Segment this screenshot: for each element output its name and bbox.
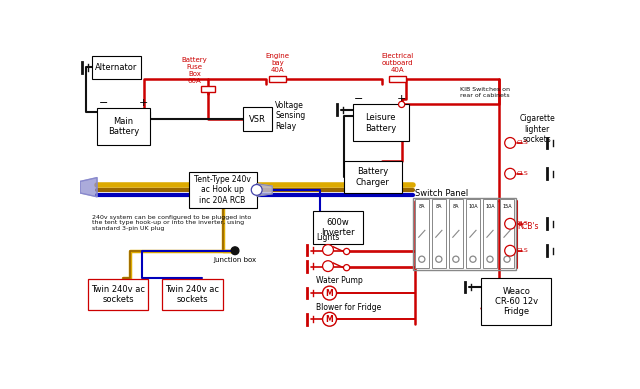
Text: Switch Panel: Switch Panel (415, 189, 468, 198)
Text: M: M (326, 289, 333, 298)
Text: Cigarette
lighter
sockets: Cigarette lighter sockets (520, 114, 555, 144)
Circle shape (436, 256, 442, 262)
Bar (413, 198, 516, 270)
Text: VSR: VSR (249, 114, 266, 124)
Circle shape (231, 247, 239, 254)
Circle shape (323, 286, 337, 300)
Text: Lights: Lights (316, 233, 340, 242)
Bar (162, 279, 223, 310)
Text: Battery
Fuse
Box
60A: Battery Fuse Box 60A (182, 58, 207, 84)
Circle shape (505, 218, 516, 229)
Text: Voltage
Sensing
Relay: Voltage Sensing Relay (275, 101, 305, 131)
Circle shape (487, 256, 493, 262)
Text: Engine
bay
40A: Engine bay 40A (266, 53, 290, 73)
Text: Junction box: Junction box (213, 257, 257, 263)
Text: CLS: CLS (516, 171, 528, 176)
Circle shape (323, 312, 337, 326)
Polygon shape (257, 184, 272, 196)
Text: Electrical
outboard
40A: Electrical outboard 40A (381, 53, 414, 73)
Bar (466, 199, 480, 268)
Bar (88, 279, 148, 310)
Circle shape (505, 138, 516, 148)
Text: Alternator: Alternator (95, 63, 138, 72)
Text: M: M (326, 315, 333, 324)
Bar (312, 212, 363, 244)
Text: Battery
Charger: Battery Charger (356, 167, 390, 186)
Bar (344, 161, 402, 193)
Text: 10A: 10A (485, 204, 495, 209)
Circle shape (344, 265, 349, 271)
Text: KIB Switches on
rear of cabinets: KIB Switches on rear of cabinets (460, 87, 509, 98)
Text: Twin 240v ac
sockets: Twin 240v ac sockets (165, 285, 220, 304)
Polygon shape (80, 178, 97, 197)
Bar (389, 76, 406, 82)
Text: Twin 240v ac
sockets: Twin 240v ac sockets (91, 285, 145, 304)
Text: +: + (397, 95, 406, 104)
Bar (449, 199, 463, 268)
Circle shape (323, 261, 333, 272)
Text: +: + (139, 98, 148, 108)
Text: 10A: 10A (468, 204, 477, 209)
Circle shape (323, 245, 333, 255)
Text: Tent-Type 240v
ac Hook up
inc 20A RCB: Tent-Type 240v ac Hook up inc 20A RCB (194, 175, 251, 205)
Text: RCB's: RCB's (517, 223, 539, 231)
Bar (92, 56, 141, 79)
Bar (500, 199, 514, 268)
Bar (481, 278, 551, 326)
Text: Leisure
Battery: Leisure Battery (365, 113, 396, 133)
Text: 15A: 15A (502, 204, 512, 209)
Text: 8A: 8A (436, 204, 442, 209)
Circle shape (505, 245, 516, 256)
Text: −: − (355, 95, 364, 104)
Text: 8A: 8A (452, 204, 459, 209)
Bar (353, 104, 408, 141)
Circle shape (452, 256, 459, 262)
Circle shape (505, 168, 516, 179)
Circle shape (399, 102, 404, 107)
Text: 240v system can be configured to be plugged into
the tent type hook-up or into t: 240v system can be configured to be plug… (92, 215, 251, 231)
Text: 600w
Inverter: 600w Inverter (321, 218, 355, 237)
Bar (243, 107, 272, 131)
Circle shape (344, 249, 349, 254)
Text: CLS: CLS (516, 140, 528, 145)
Circle shape (504, 256, 510, 262)
Text: Water Pump: Water Pump (316, 276, 363, 286)
Text: Main
Battery: Main Battery (108, 117, 139, 137)
Bar (415, 199, 429, 268)
Bar (189, 172, 257, 208)
Text: CLS: CLS (516, 248, 528, 253)
Circle shape (252, 184, 262, 195)
Text: −: − (99, 98, 108, 108)
Text: 8A: 8A (419, 204, 425, 209)
Bar (432, 199, 446, 268)
Bar (269, 76, 286, 82)
Bar (97, 108, 150, 145)
Text: Blower for Fridge: Blower for Fridge (316, 303, 381, 312)
Text: CLS: CLS (516, 221, 528, 226)
Circle shape (470, 256, 476, 262)
Bar (483, 199, 497, 268)
Text: Weaco
CR-60 12v
Fridge: Weaco CR-60 12v Fridge (495, 287, 538, 316)
Circle shape (419, 256, 425, 262)
Bar (201, 86, 215, 92)
